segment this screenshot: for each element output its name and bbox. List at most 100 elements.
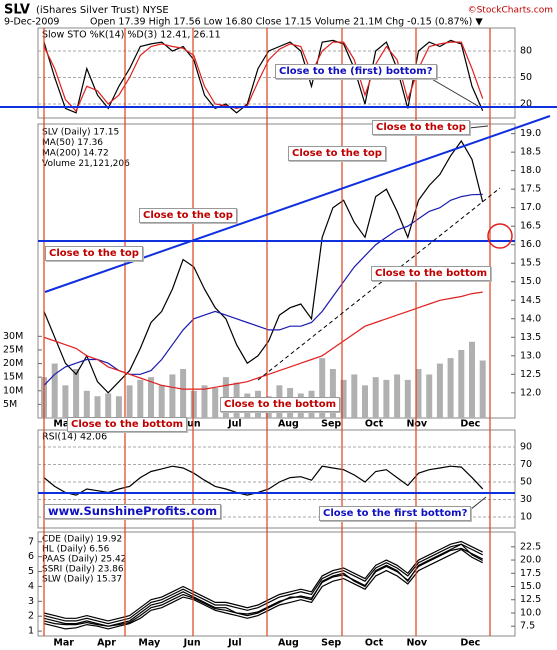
volume-bar	[115, 396, 122, 418]
legend-entry: MA(200) 14.72	[42, 149, 109, 159]
tick-label: 13.5	[520, 332, 541, 343]
legend-entry: PAAS (Daily) 25.42	[42, 555, 126, 565]
quote: Open 17.39 High 17.56 Low 16.80 Close 17…	[90, 17, 483, 28]
legend-entry: SSRI (Daily) 23.86	[42, 565, 124, 575]
tick-label: 12.5	[520, 369, 541, 380]
annotation: Close to the first bottom?	[319, 506, 472, 521]
legend-entry: CDE (Daily) 19.92	[42, 535, 122, 545]
x-tick-label: Dec	[460, 638, 480, 649]
volume-bar	[73, 369, 80, 418]
volume-bar	[201, 385, 208, 418]
volume-bar	[329, 369, 336, 418]
panel-title: RSI(14) 42.06	[42, 432, 107, 443]
series-line	[43, 465, 484, 496]
series-line	[43, 543, 483, 625]
tick-label: 15M	[3, 372, 23, 383]
symbol: SLV	[4, 3, 30, 18]
tick-label: 10M	[3, 385, 23, 396]
tick-label: 7.5	[520, 621, 535, 632]
volume-bar	[479, 360, 486, 418]
tick-label: 7	[28, 536, 34, 547]
series-line	[43, 139, 484, 394]
date: 9-Dec-2009	[4, 17, 59, 28]
tick-label: 20M	[3, 358, 23, 369]
volume-bar	[83, 390, 90, 418]
tick-label: 13.0	[520, 350, 541, 361]
annotation: Close to the top	[139, 208, 237, 223]
tick-label: 2	[28, 611, 34, 622]
arrow	[429, 77, 479, 107]
x-tick-label: Mar	[53, 419, 74, 430]
volume-bar	[383, 379, 390, 418]
volume-bar	[436, 363, 443, 418]
x-tick-label: Nov	[406, 638, 427, 649]
volume-bar	[137, 379, 144, 418]
x-tick-label: Aug	[278, 419, 299, 430]
legend-entry: HL (Daily) 6.56	[42, 545, 110, 555]
volume-bar	[394, 374, 401, 418]
trend-line	[257, 187, 501, 381]
volume-bar	[62, 385, 69, 418]
x-tick-label: Mar	[53, 638, 74, 649]
tick-label: 22.5	[520, 541, 541, 552]
tick-label: 3	[28, 596, 34, 607]
tick-label: 70	[520, 459, 532, 470]
volume-bar	[351, 374, 358, 418]
overlay-lines	[0, 28, 557, 636]
tick-label: 14.0	[520, 313, 541, 324]
tick-label: 17.5	[520, 184, 541, 195]
series-line	[43, 291, 483, 390]
volume-bar	[319, 358, 326, 418]
x-tick-label: Dec	[460, 419, 480, 430]
volume-bar	[94, 396, 101, 418]
legend-entry: SLV (Daily) 17.15	[42, 128, 119, 138]
tick-label: 10	[520, 511, 532, 522]
volume-bar	[340, 379, 347, 418]
x-tick-label: Sep	[321, 638, 341, 649]
series-line	[43, 548, 483, 630]
source: ©StockCharts.com	[468, 6, 553, 16]
tick-label: 15.0	[520, 581, 541, 592]
x-tick-label: Jun	[183, 419, 201, 430]
x-tick-label: May	[138, 638, 161, 649]
tick-label: 4	[28, 581, 34, 592]
volume-bar	[126, 385, 133, 418]
tick-label: 50	[520, 72, 532, 83]
x-tick-label: Oct	[365, 638, 384, 649]
volume-bar	[415, 369, 422, 418]
volume-bar	[404, 379, 411, 418]
annotation: www.SunshineProfits.com	[44, 504, 222, 519]
x-tick-label: Nov	[406, 419, 427, 430]
volume-bar	[180, 369, 187, 418]
x-tick-label: Oct	[365, 419, 384, 430]
annotation: Close to the (first) bottom?	[275, 64, 437, 79]
series-line	[43, 547, 483, 627]
panel-frame	[37, 429, 516, 529]
annotation: Close to the bottom	[371, 266, 492, 281]
series-line	[43, 540, 483, 622]
tick-label: 12.0	[520, 387, 541, 398]
annotation: Close to the top	[288, 146, 386, 161]
tick-label: 15.5	[520, 258, 541, 269]
panel-frame	[37, 27, 516, 119]
annotation: Close to the bottom	[67, 417, 188, 432]
x-tick-label: Aug	[278, 638, 299, 649]
volume-bar	[469, 341, 475, 418]
volume-bar	[148, 377, 154, 418]
highlight-circle	[487, 223, 513, 249]
volume-bar	[458, 349, 465, 418]
tick-label: 5	[28, 566, 34, 577]
tick-label: 90	[520, 441, 532, 452]
tick-label: 50	[520, 476, 532, 487]
tick-label: 30M	[3, 331, 23, 342]
volume-bar	[447, 358, 454, 418]
tick-label: 5M	[3, 399, 17, 410]
volume-bar	[169, 374, 176, 418]
volume-bar	[105, 393, 112, 418]
tick-label: 14.5	[520, 295, 541, 306]
tick-label: 15.0	[520, 276, 541, 287]
